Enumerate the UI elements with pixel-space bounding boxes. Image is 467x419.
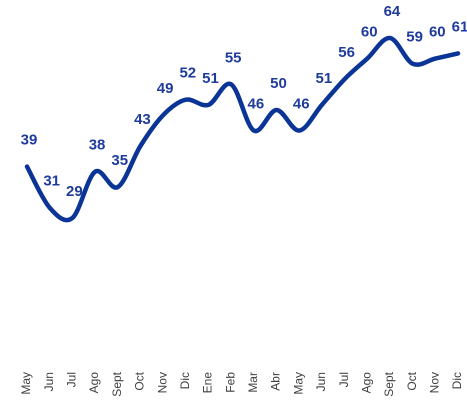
data-label: 52: [179, 65, 196, 82]
line: [24, 35, 461, 223]
x-tick-label: Mar: [246, 372, 260, 393]
data-label: 61: [452, 18, 467, 35]
x-tick-label: Ene: [201, 372, 215, 394]
data-label: 31: [43, 173, 60, 190]
data-label: 38: [89, 137, 106, 154]
x-tick-label: Nov: [427, 372, 441, 393]
data-label: 50: [270, 75, 287, 92]
data-label: 35: [111, 152, 128, 169]
x-tick-label: Nov: [155, 372, 169, 393]
data-label: 51: [316, 70, 333, 87]
data-label: 56: [338, 44, 355, 61]
data-label: 51: [202, 70, 219, 87]
x-tick-label: Ago: [359, 372, 373, 394]
x-tick-label: May: [19, 372, 33, 395]
x-tick-label: Jun: [314, 372, 328, 391]
x-tick-label: Dic: [450, 372, 464, 389]
x-tick-label: Abr: [269, 372, 283, 391]
data-label: 46: [293, 96, 310, 113]
data-label: 39: [21, 132, 38, 149]
x-tick-label: Sept: [110, 371, 124, 396]
x-tick-label: Dic: [178, 372, 192, 389]
data-label: 60: [429, 24, 446, 41]
x-tick-label: Oct: [405, 371, 419, 390]
x-tick-label: Jul: [65, 372, 79, 387]
data-label: 60: [361, 24, 378, 41]
x-tick-label: Sept: [382, 371, 396, 396]
data-label: 29: [66, 183, 83, 200]
x-tick-label: Feb: [223, 372, 237, 393]
x-tick-label: Oct: [133, 371, 147, 390]
data-label: 43: [134, 111, 151, 128]
data-label: 46: [247, 96, 264, 113]
x-tick-label: Jul: [337, 372, 351, 387]
x-tick-label: Jun: [42, 372, 56, 391]
x-tick-label: May: [291, 372, 305, 395]
x-tick-label: Ago: [87, 372, 101, 394]
data-label: 59: [406, 29, 423, 46]
data-label: 49: [157, 80, 174, 97]
data-label: 55: [225, 49, 242, 66]
data-label: 64: [384, 3, 401, 20]
